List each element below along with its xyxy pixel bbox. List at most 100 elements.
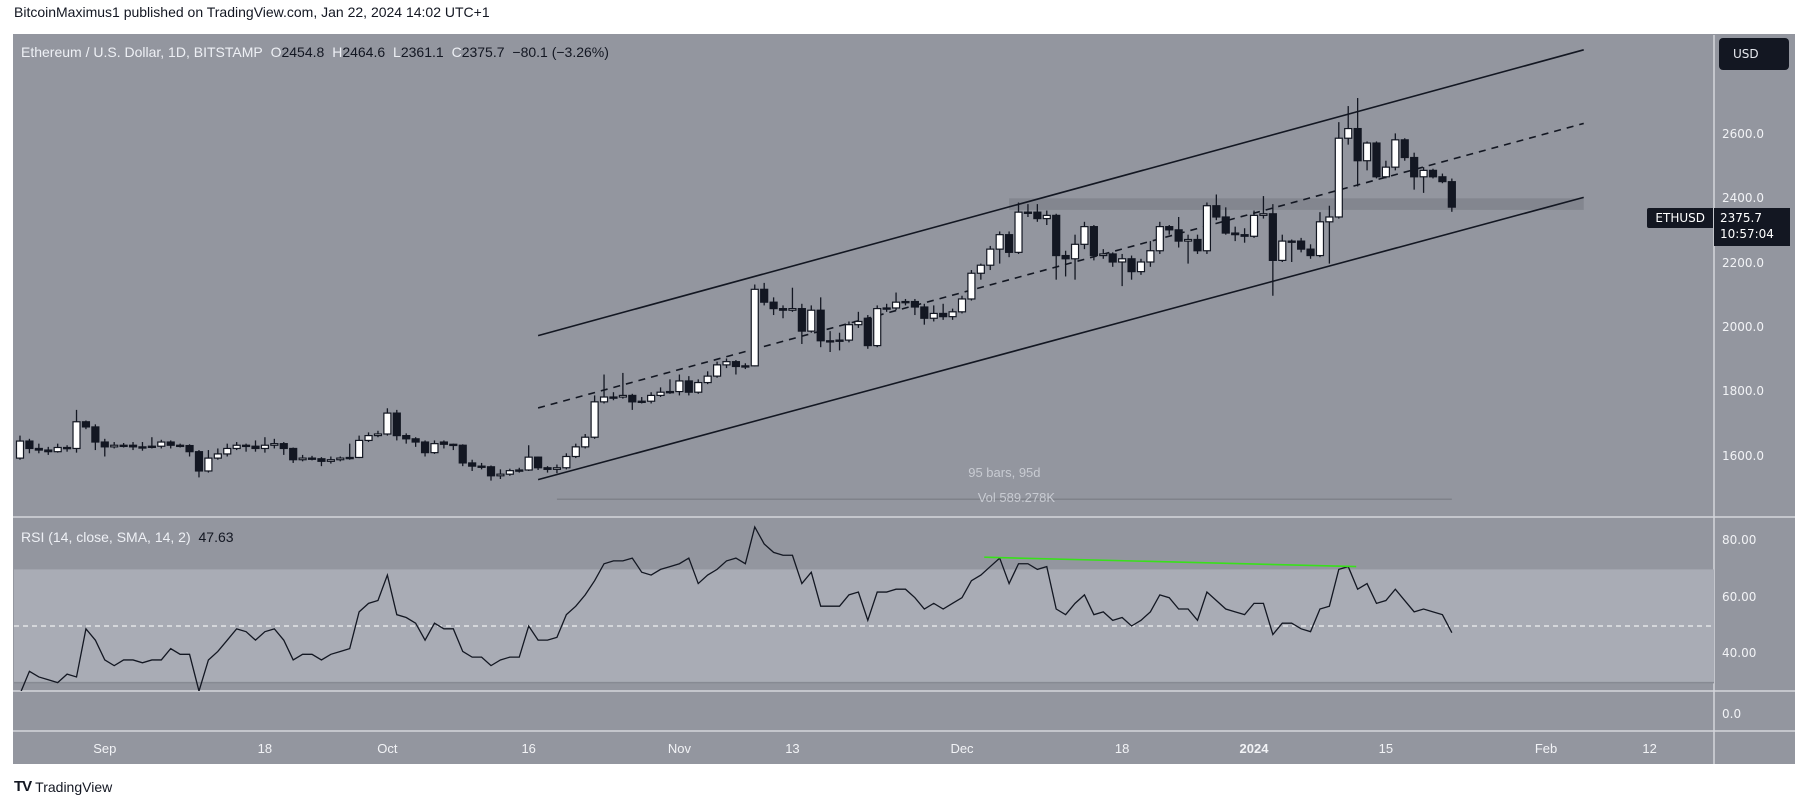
candle	[505, 468, 514, 476]
candle-body	[929, 312, 938, 319]
candle	[458, 444, 467, 467]
candle-body	[355, 439, 364, 459]
candle	[873, 305, 882, 348]
candle	[223, 443, 232, 457]
candle-body	[1061, 254, 1070, 260]
rsi-title[interactable]: RSI (14, close, SMA, 14, 2)	[21, 529, 191, 545]
rsi-pane[interactable]	[14, 525, 1714, 694]
candle	[15, 435, 25, 460]
bearish-divergence-line[interactable]	[984, 556, 1357, 568]
candle-body	[581, 436, 590, 448]
candle	[34, 443, 43, 454]
candle-body	[995, 234, 1004, 250]
candle-body	[590, 401, 599, 438]
candle-body	[769, 301, 778, 310]
candle-body	[1212, 205, 1221, 218]
candle	[81, 420, 91, 430]
candle-body	[1278, 240, 1287, 261]
candle	[1344, 106, 1353, 145]
candle-body	[1334, 137, 1343, 218]
close-label: C	[451, 44, 462, 60]
candle-body	[703, 375, 712, 384]
time-axis-label: Sep	[93, 741, 117, 756]
candle-body	[1108, 253, 1117, 263]
candle	[1231, 226, 1240, 242]
candle-body	[986, 248, 995, 266]
candle	[807, 305, 816, 333]
candle	[1391, 133, 1400, 171]
candle-body	[1231, 232, 1240, 236]
candle	[1315, 212, 1325, 258]
candle	[1202, 202, 1212, 254]
time-axis-label: 13	[785, 741, 800, 756]
candle	[100, 438, 109, 457]
candle	[336, 456, 345, 462]
candle-body	[1400, 139, 1409, 159]
candle-body	[1033, 211, 1042, 220]
symbol-title[interactable]: Ethereum / U.S. Dollar, 1D, BITSTAMP	[21, 44, 263, 60]
candle	[1278, 234, 1287, 262]
candle-body	[515, 469, 524, 472]
candle	[392, 409, 401, 441]
candle	[1400, 138, 1409, 161]
candle	[194, 450, 204, 478]
footer-brand[interactable]: TV TradingView	[14, 778, 112, 795]
candle-body	[260, 444, 270, 450]
candle-body	[1306, 248, 1315, 257]
rsi-axis-label: 80.00	[1722, 533, 1757, 548]
candle	[157, 439, 166, 449]
channel-middle-line[interactable]	[537, 122, 1584, 409]
candle	[279, 442, 288, 455]
symbol-legend: Ethereum / U.S. Dollar, 1D, BITSTAMP O24…	[21, 44, 613, 60]
candle	[1353, 98, 1362, 187]
currency-button[interactable]: USD	[1719, 38, 1789, 70]
candle-body	[1070, 243, 1080, 260]
candle-body	[119, 444, 128, 448]
candle	[1014, 202, 1023, 254]
candle	[533, 456, 543, 471]
candle	[562, 453, 571, 470]
price-pane[interactable]	[15, 49, 1584, 501]
candle	[298, 454, 307, 462]
candle-body	[609, 396, 618, 399]
candle	[345, 443, 354, 460]
candle	[1419, 167, 1428, 193]
candle-body	[826, 340, 835, 343]
candle-body	[449, 443, 458, 447]
time-axis-label: 12	[1642, 741, 1657, 756]
candle	[901, 298, 910, 306]
candle	[1146, 241, 1155, 267]
candle-body	[81, 421, 91, 428]
candle	[854, 311, 863, 328]
candle	[260, 437, 270, 453]
candle-body	[816, 309, 825, 342]
candle	[797, 303, 806, 344]
last-price: 2375.7	[1720, 211, 1762, 226]
price-axis-label: 1800.0	[1722, 384, 1764, 399]
candle	[1061, 250, 1070, 277]
ruler-bars-label: 95 bars, 95d	[968, 465, 1041, 481]
channel-lower-line[interactable]	[537, 196, 1584, 481]
candle	[364, 432, 373, 443]
last-price-tag: 2375.7 10:57:04	[1714, 208, 1790, 247]
candle-body	[533, 456, 543, 469]
candle	[609, 392, 618, 401]
candle-body	[599, 396, 609, 403]
candle-body	[223, 447, 232, 455]
candle	[1089, 225, 1098, 261]
candle-body	[166, 441, 175, 446]
candle	[147, 437, 156, 449]
candle	[581, 433, 590, 449]
candle-body	[110, 444, 119, 448]
channel-upper-line[interactable]	[537, 49, 1584, 337]
candle-body	[1052, 214, 1061, 257]
candle	[1372, 141, 1381, 179]
candle	[1080, 221, 1089, 250]
candle	[863, 315, 872, 349]
candle	[496, 469, 505, 480]
candle	[788, 287, 797, 312]
support-zone[interactable]	[1009, 198, 1584, 210]
candle-body	[1447, 181, 1456, 208]
candle-body	[882, 307, 891, 310]
